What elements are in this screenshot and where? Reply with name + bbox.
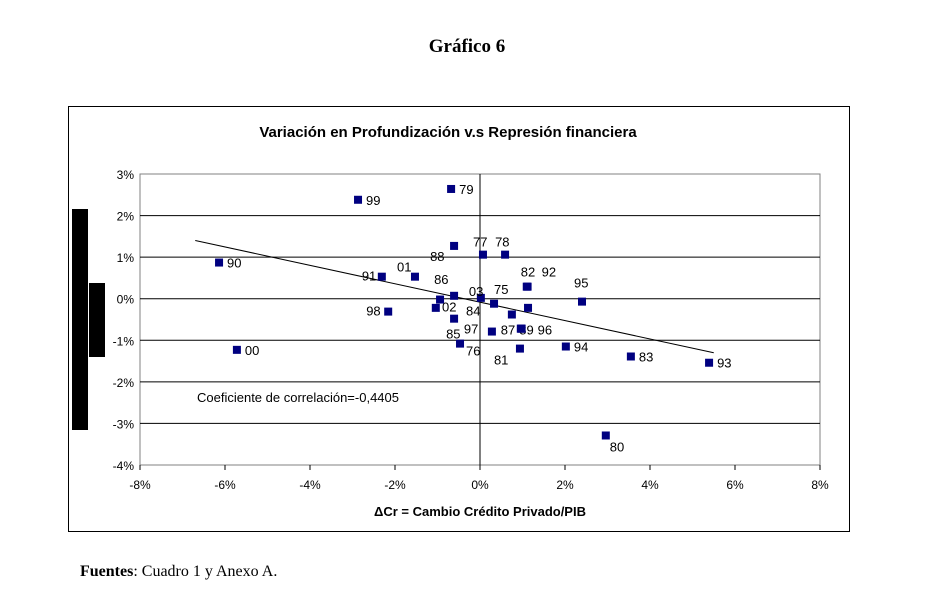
data-point (501, 250, 510, 259)
data-point (523, 282, 532, 291)
data-point (524, 303, 533, 312)
data-point (487, 327, 496, 336)
data-label: 99 (366, 193, 380, 208)
data-point (601, 431, 610, 440)
source-note: Fuentes: Cuadro 1 y Anexo A. (80, 563, 277, 581)
x-tick-label: 0% (471, 478, 489, 492)
data-label: 80 (610, 439, 624, 454)
data-label: 77 (473, 235, 487, 250)
data-point (410, 272, 419, 281)
redaction-bar-small (89, 283, 105, 357)
data-label: 83 (639, 349, 653, 364)
data-point (232, 345, 241, 354)
y-tick-label: -1% (113, 334, 135, 348)
data-point (517, 324, 526, 333)
source-text: : Cuadro 1 y Anexo A. (133, 563, 278, 580)
data-point (561, 342, 570, 351)
x-tick-label: 2% (556, 478, 574, 492)
data-point (450, 314, 459, 323)
data-point (354, 195, 363, 204)
y-tick-label: -2% (113, 376, 135, 390)
data-point (490, 299, 499, 308)
data-label: 76 (466, 344, 480, 359)
data-label: 81 (494, 353, 508, 368)
data-label: 91 (362, 269, 376, 284)
data-point (450, 241, 459, 250)
data-point (476, 293, 485, 302)
data-label: 86 (434, 272, 448, 287)
data-label: 00 (245, 343, 259, 358)
y-tick-label: -4% (113, 459, 135, 473)
data-label: 84 (466, 304, 480, 319)
data-label: 90 (227, 256, 241, 271)
data-label: 87 (501, 323, 515, 338)
data-label: 95 (574, 276, 588, 291)
data-point (450, 291, 459, 300)
data-point (384, 307, 393, 316)
data-label: 93 (717, 356, 731, 371)
data-point (447, 184, 456, 193)
data-label: 97 (464, 322, 478, 337)
x-tick-label: -4% (299, 478, 321, 492)
x-axis-label: ΔCr = Cambio Crédito Privado/PIB (374, 504, 586, 519)
data-label: 75 (494, 282, 508, 297)
data-label: 96 (538, 323, 552, 338)
data-point (456, 339, 465, 348)
data-point (626, 352, 635, 361)
data-point (215, 258, 224, 267)
data-point (431, 303, 440, 312)
y-tick-label: 2% (117, 210, 135, 224)
redaction-bar (72, 209, 88, 430)
data-label: 03 (469, 284, 483, 299)
data-point (705, 358, 714, 367)
data-label: 94 (574, 340, 588, 355)
data-label: 82 (521, 265, 535, 280)
y-tick-label: 3% (117, 168, 135, 182)
x-tick-label: 8% (811, 478, 829, 492)
y-tick-label: 1% (117, 251, 135, 265)
x-tick-label: -6% (214, 478, 236, 492)
data-label: 02 (442, 300, 456, 315)
data-point (478, 250, 487, 259)
data-point (507, 310, 516, 319)
data-point (377, 272, 386, 281)
data-label: 01 (397, 260, 411, 275)
data-point (578, 297, 586, 306)
x-tick-label: 6% (726, 478, 744, 492)
y-tick-label: 0% (117, 293, 135, 307)
data-label: 98 (366, 304, 380, 319)
y-tick-label: -3% (113, 417, 135, 431)
data-label: 78 (495, 235, 509, 250)
x-tick-label: 4% (641, 478, 659, 492)
data-point (515, 344, 524, 353)
source-label: Fuentes (80, 563, 134, 580)
page-title: Gráfico 6 (428, 36, 506, 57)
x-tick-label: -2% (384, 478, 406, 492)
data-label: 79 (459, 182, 473, 197)
data-point (436, 295, 445, 304)
correlation-annotation: Coeficiente de correlación=-0,4405 (197, 390, 399, 405)
x-tick-label: -8% (129, 478, 151, 492)
data-label: 88 (430, 249, 444, 264)
data-label: 92 (542, 265, 556, 280)
chart-frame (68, 106, 850, 532)
data-label: 85 (446, 327, 460, 342)
chart-title: Variación en Profundización v.s Represió… (259, 124, 637, 141)
